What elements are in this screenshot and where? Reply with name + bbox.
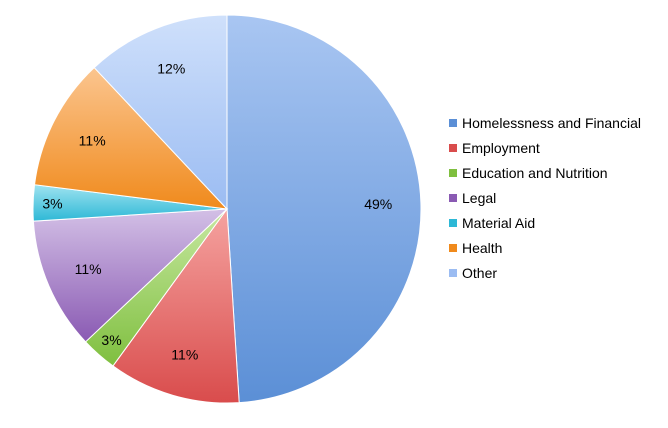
slice-value-label: 11% bbox=[79, 132, 106, 148]
pie-labels: 49% 11% 3% 11% 3% 11% 12% bbox=[42, 60, 392, 362]
slice-value-label: 3% bbox=[101, 332, 121, 348]
pie-slice-homelessness-and-financial bbox=[226, 14, 422, 404]
pie-slices bbox=[32, 14, 422, 404]
legend-label: Legal bbox=[462, 190, 496, 206]
legend-label: Other bbox=[462, 265, 497, 281]
slice-value-label: 3% bbox=[42, 196, 62, 212]
legend-swatch bbox=[449, 219, 457, 227]
legend-swatch bbox=[449, 144, 457, 152]
legend-label: Homelessness and Financial bbox=[462, 115, 641, 131]
pie-slice-health bbox=[33, 66, 229, 210]
pie-slice-employment bbox=[112, 207, 240, 404]
slice-value-label: 11% bbox=[75, 261, 102, 277]
legend-label: Health bbox=[462, 240, 502, 256]
legend-label: Employment bbox=[462, 140, 540, 156]
slice-value-label: 11% bbox=[171, 346, 198, 362]
legend-swatch bbox=[449, 194, 457, 202]
legend-label: Material Aid bbox=[462, 215, 535, 231]
legend-label: Education and Nutrition bbox=[462, 165, 608, 181]
slice-value-label: 49% bbox=[364, 196, 392, 212]
legend: Homelessness and Financial Employment Educ… bbox=[449, 115, 641, 281]
legend-swatch bbox=[449, 269, 457, 277]
legend-swatch bbox=[449, 169, 457, 177]
legend-swatch bbox=[449, 119, 457, 127]
pie-slice-other bbox=[93, 14, 228, 211]
slice-value-label: 12% bbox=[157, 60, 185, 76]
legend-swatch bbox=[449, 244, 457, 252]
pie-slice-legal bbox=[32, 208, 229, 343]
